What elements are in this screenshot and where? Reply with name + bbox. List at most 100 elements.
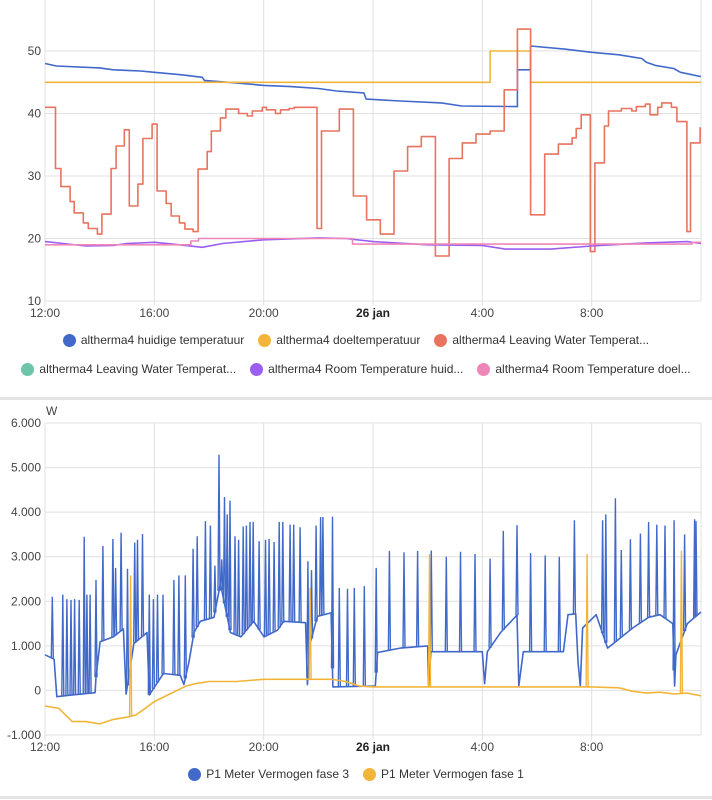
series-spike <box>572 520 577 614</box>
series-spike <box>119 532 123 631</box>
card-bottom-border <box>0 796 712 799</box>
y-tick-label: 2.000 <box>11 594 41 608</box>
legend-color-dot <box>250 362 264 376</box>
series-spike <box>318 516 323 616</box>
x-tick-label: 20:00 <box>249 306 279 320</box>
x-tick-label: 16:00 <box>139 740 169 754</box>
chart-temperature: 10 20 30 40 50 12:00 16:00 20:00 26 jan 4:00 8:00 <box>28 0 702 320</box>
power-legend: P1 Meter Vermogen fase 3 P1 Meter Vermog… <box>0 767 712 781</box>
series-spike <box>222 496 227 604</box>
y-tick-label: 4.000 <box>11 505 41 519</box>
series-spike <box>638 533 643 623</box>
series-spike <box>473 553 477 652</box>
series-spike <box>69 599 73 696</box>
series-line <box>45 237 701 246</box>
y-tick-label: 30 <box>28 169 42 183</box>
x-tick-label: 12:00 <box>30 740 60 754</box>
series-spike <box>694 521 698 617</box>
legend-color-dot <box>21 362 35 376</box>
temperature-legend-row-1: altherma4 huidige temperatuur altherma4 … <box>0 333 712 347</box>
series-spike <box>113 567 118 636</box>
series-spike <box>415 550 420 647</box>
legend-item-huidige-temperatuur[interactable]: altherma4 huidige temperatuur <box>62 333 244 347</box>
y-tick-label: 5.000 <box>11 461 41 475</box>
series-spike <box>101 545 105 641</box>
legend-item-fase-3[interactable]: P1 Meter Vermogen fase 3 <box>188 767 349 781</box>
series-spike <box>228 500 232 631</box>
x-tick-label: 12:00 <box>30 306 60 320</box>
series-spike <box>281 521 285 623</box>
series-spike <box>672 520 676 671</box>
series-spike <box>233 536 237 635</box>
x-tick-label: 4:00 <box>471 306 495 320</box>
series-spike <box>646 521 651 618</box>
series-spike <box>208 525 213 619</box>
series-spike <box>217 454 221 591</box>
y-tick-label: 50 <box>28 44 42 58</box>
series-spike <box>604 514 608 643</box>
series-spike <box>557 556 561 652</box>
series-spike <box>191 548 195 638</box>
series-spike <box>679 550 684 694</box>
series-spike <box>128 575 133 717</box>
series-spike <box>147 594 151 695</box>
series-spike <box>65 599 69 696</box>
series-spike <box>352 587 356 687</box>
series-spike <box>337 587 341 687</box>
series-spike <box>85 594 89 694</box>
legend-color-dot <box>258 333 272 347</box>
x-tick-label: 8:00 <box>580 740 604 754</box>
x-tick-label: 26 jan <box>356 740 390 754</box>
series-spike <box>501 530 505 630</box>
series-spike <box>387 550 392 651</box>
series-line <box>44 678 702 725</box>
series-spike <box>345 588 350 687</box>
series-spike <box>220 559 224 591</box>
legend-item-leaving-water-temperature-2[interactable]: altherma4 Leaving Water Temperat... <box>21 362 236 376</box>
series-spike <box>225 514 229 617</box>
y-tick-label: 1.000 <box>11 639 41 653</box>
legend-item-fase-1[interactable]: P1 Meter Vermogen fase 1 <box>363 767 524 781</box>
series-spike <box>321 516 325 616</box>
legend-item-leaving-water-temperature-1[interactable]: altherma4 Leaving Water Temperat... <box>434 333 649 347</box>
y-tick-label: 6.000 <box>11 416 41 430</box>
series-spike <box>140 533 145 637</box>
series-spike <box>61 594 65 697</box>
x-tick-label: 26 jan <box>356 306 390 320</box>
series-spike <box>663 525 667 619</box>
series-spike <box>203 521 208 620</box>
series-spike <box>183 575 187 679</box>
series-spike <box>619 549 623 638</box>
series-spike <box>244 525 249 631</box>
legend-item-room-temperature-huidig[interactable]: altherma4 Room Temperature huid... <box>250 362 463 376</box>
series-spike <box>458 551 463 652</box>
y-tick-label: 3.000 <box>11 550 41 564</box>
series-line <box>45 50 701 84</box>
series-spike <box>251 521 255 622</box>
series-spike <box>177 575 181 676</box>
y-tick-label: 10 <box>28 294 42 308</box>
series-spike <box>277 521 281 628</box>
series-line <box>45 28 701 257</box>
series-spike <box>600 520 605 634</box>
y-tick-label: 0 <box>34 683 41 697</box>
legend-item-room-temperature-doel[interactable]: altherma4 Room Temperature doel... <box>477 362 691 376</box>
y-tick-label: 20 <box>28 232 42 246</box>
series-spike <box>585 553 589 687</box>
series-spike <box>682 534 687 632</box>
series-spike <box>161 594 165 675</box>
legend-color-dot <box>363 767 376 781</box>
power-unit-label: W <box>46 404 58 418</box>
series-spike <box>50 596 54 659</box>
temperature-legend-row-2: altherma4 Leaving Water Temperat... alth… <box>0 362 712 376</box>
series-line <box>44 45 702 108</box>
legend-item-doeltemperatuur[interactable]: altherma4 doeltemperatuur <box>258 333 420 347</box>
series-spike <box>195 536 199 627</box>
chart-power: -1.000 0 1.000 2.000 3.000 4.000 5.000 6.000 12:… <box>7 416 702 754</box>
series-spike <box>444 556 448 652</box>
series-spike <box>272 541 276 632</box>
series-spike <box>298 527 302 623</box>
series-spike <box>94 579 98 678</box>
series-spike <box>241 526 245 635</box>
series-spike <box>213 565 217 613</box>
